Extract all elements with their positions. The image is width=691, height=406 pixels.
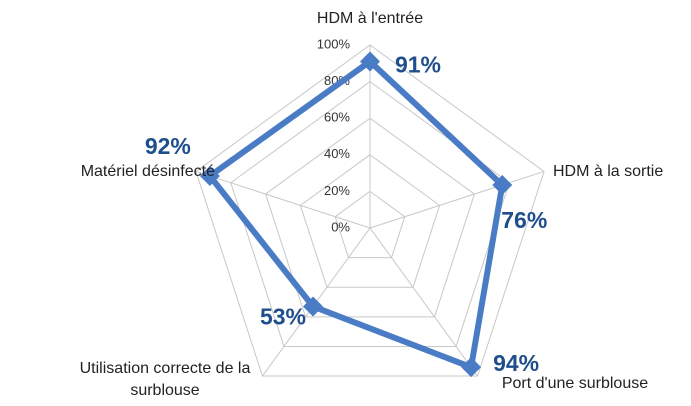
- series-line: [206, 58, 506, 371]
- tick-label: 60%: [324, 110, 350, 125]
- category-label: Port d'une surblouse: [501, 375, 649, 392]
- tick-label: 100%: [317, 36, 351, 51]
- data-label: 91%: [395, 52, 441, 78]
- data-label: 92%: [145, 133, 191, 159]
- category-label: HDM à l'entrée: [316, 10, 424, 27]
- data-label: 53%: [260, 304, 306, 330]
- grid-ring: [299, 154, 441, 288]
- grid-ring: [264, 117, 476, 318]
- marker: [360, 51, 380, 72]
- marker: [461, 357, 482, 378]
- marker: [492, 175, 513, 196]
- category-label: Utilisation correcte de la surblouse: [79, 360, 251, 399]
- data-label: 94%: [493, 350, 539, 376]
- marker: [199, 165, 220, 186]
- data-label: 76%: [501, 207, 547, 233]
- category-label: Matériel désinfecté: [80, 163, 215, 180]
- grid-ring: [334, 190, 406, 259]
- spoke: [195, 170, 371, 229]
- spoke: [369, 227, 478, 377]
- marker: [302, 296, 323, 317]
- grid-ring: [195, 44, 545, 377]
- tick-label: 20%: [324, 183, 350, 198]
- category-label: HDM à la sortie: [553, 163, 664, 180]
- spoke: [369, 170, 545, 229]
- tick-label: 40%: [324, 146, 350, 161]
- tick-label: 0%: [331, 219, 350, 234]
